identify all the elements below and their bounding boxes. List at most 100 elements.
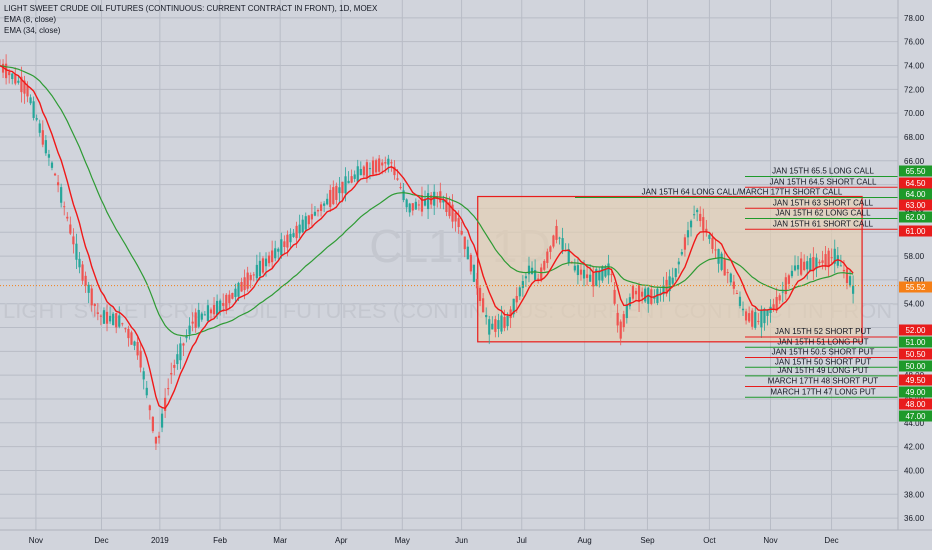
candle-body [833, 248, 836, 264]
candle-body [332, 187, 335, 205]
candle-body [433, 191, 436, 206]
candle-body [705, 228, 708, 233]
candle-body [249, 274, 252, 281]
candle-body [295, 225, 298, 239]
candle-body [234, 288, 237, 297]
candle-body [732, 281, 735, 289]
candle-body [540, 267, 543, 280]
candle-body [390, 162, 393, 164]
candle-body [475, 278, 479, 289]
ema-34-line [0, 65, 854, 337]
price-tag-label: 50.00 [905, 362, 926, 371]
y-tick-label: 70.00 [904, 109, 925, 118]
candle-body [426, 193, 430, 210]
price-tag-label: 64.00 [905, 190, 926, 199]
candle-body [741, 308, 745, 311]
level-label: JAN 15TH 64.5 SHORT CALL [770, 177, 877, 186]
price-tag-label: 50.50 [905, 350, 926, 359]
candle-body [173, 364, 176, 368]
candle-body [23, 80, 26, 94]
candle-body [503, 316, 506, 329]
x-tick-label: Nov [763, 536, 777, 545]
candle-body [625, 304, 628, 319]
candle-body [686, 230, 690, 238]
price-axis[interactable] [898, 0, 932, 530]
candle-body [530, 267, 534, 275]
candle-body [212, 305, 216, 315]
x-tick-label: Oct [703, 536, 716, 545]
candle-body [533, 270, 537, 280]
candle-body [393, 166, 396, 176]
candle-body [329, 189, 332, 208]
candle-body [812, 257, 815, 271]
candle-body [356, 166, 359, 182]
candle-body [644, 288, 647, 302]
candle-body [38, 123, 41, 133]
candle-body [197, 309, 200, 327]
price-tag [899, 374, 932, 386]
price-tag-label: 61.00 [905, 227, 926, 236]
candle-body [396, 178, 399, 180]
candle-body [699, 213, 702, 222]
candle-body [641, 291, 644, 297]
candle-body [280, 239, 283, 256]
candle-body [637, 284, 641, 302]
candle-body [139, 350, 142, 368]
candle-body [662, 285, 665, 295]
candle-body [176, 354, 179, 365]
y-tick-label: 72.00 [904, 85, 925, 94]
candle-body [549, 246, 552, 252]
candle-body [66, 216, 69, 219]
x-tick-label: Feb [213, 536, 227, 545]
candle-body [417, 204, 421, 206]
candle-body [209, 309, 213, 314]
level-label: JAN 15TH 50 SHORT PUT [775, 357, 871, 366]
candle-body [775, 296, 778, 311]
candle-body [371, 160, 375, 175]
price-tag [899, 398, 932, 410]
candle-body [738, 296, 742, 306]
candle-body [127, 328, 130, 339]
legend-title[interactable]: LIGHT SWEET CRUDE OIL FUTURES (CONTINUOU… [4, 4, 378, 13]
candle-body [754, 312, 757, 328]
candle-body [179, 343, 182, 361]
level-label: JAN 15TH 64 LONG CALL/MARCH 17TH SHORT C… [642, 188, 843, 197]
candle-body [723, 258, 726, 276]
candle-body [800, 258, 803, 275]
candle-body [26, 85, 29, 97]
legend-ema-8[interactable]: EMA (8, close) [4, 15, 57, 24]
candle-body [708, 234, 711, 240]
y-tick-label: 36.00 [904, 514, 925, 523]
candle-body [592, 272, 595, 287]
candle-body [338, 187, 341, 194]
candle-body [347, 180, 350, 184]
candle-body [824, 254, 827, 267]
candle-body [194, 312, 197, 328]
candle-body [472, 264, 476, 282]
candle-body [411, 203, 414, 211]
candle-body [384, 162, 387, 164]
y-tick-label: 44.00 [904, 419, 925, 428]
time-axis[interactable] [0, 530, 932, 550]
price-tag-label: 63.00 [905, 201, 926, 210]
candle-body [601, 266, 604, 281]
legend-ema-34[interactable]: EMA (34, close) [4, 26, 61, 35]
y-tick-label: 42.00 [904, 443, 925, 452]
candle-body [748, 313, 751, 322]
candle-body [778, 295, 781, 301]
candle-body [497, 320, 500, 329]
level-label: JAN 15TH 65.5 LONG CALL [772, 167, 874, 176]
candle-body [387, 158, 390, 165]
candle-body [133, 341, 136, 346]
candle-body [219, 300, 222, 312]
candle-body [200, 313, 203, 320]
candle-body [821, 260, 824, 263]
candle-body [289, 233, 292, 243]
candle-body [414, 201, 417, 210]
candle-body [469, 254, 472, 272]
candle-body [482, 298, 485, 313]
candle-body [32, 101, 35, 118]
candle-body [283, 241, 286, 247]
price-tag [899, 177, 932, 189]
